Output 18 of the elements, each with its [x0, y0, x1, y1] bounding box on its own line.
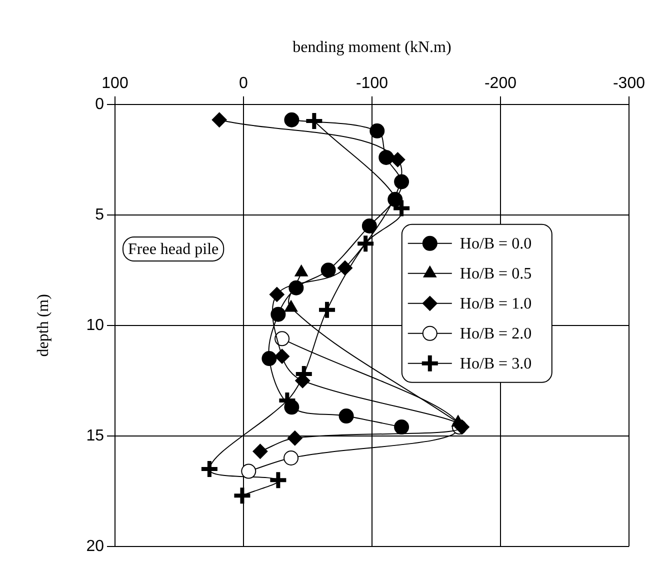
y-tick-label: 15	[86, 427, 104, 444]
y-axis-title: depth (m)	[34, 294, 52, 357]
legend-label: Ho/B = 3.0	[460, 356, 532, 373]
x-tick-label: -200	[484, 75, 517, 92]
legend-label: Ho/B = 0.0	[460, 236, 532, 253]
y-tick-label: 20	[86, 538, 104, 555]
legend-label: Ho/B = 1.0	[460, 296, 532, 313]
x-tick-label: 0	[239, 75, 248, 92]
legend-label: Ho/B = 0.5	[460, 266, 532, 283]
x-tick-label: -100	[356, 75, 388, 92]
y-tick-label: 5	[95, 206, 104, 224]
annotation: Free head pile	[128, 241, 219, 258]
y-tick-label: 10	[86, 316, 104, 334]
x-tick-label: -300	[612, 75, 646, 92]
y-tick-label: 0	[95, 96, 104, 113]
x-axis-title: bending moment (kN.m)	[292, 38, 452, 56]
legend-label: Ho/B = 2.0	[460, 326, 532, 343]
x-tick-label: 100	[102, 75, 128, 92]
